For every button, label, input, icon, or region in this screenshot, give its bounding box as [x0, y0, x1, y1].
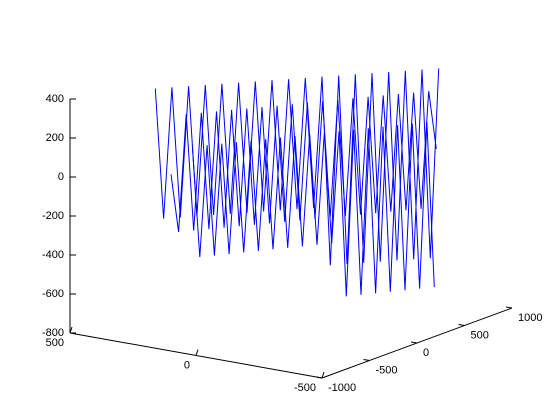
- curve: [154, 68, 440, 266]
- x-tick-label: -500: [294, 382, 316, 394]
- z-tick-label: 400: [46, 93, 64, 105]
- x-tick-label: 0: [184, 359, 190, 371]
- x-tick: [195, 349, 199, 356]
- z-tick-label: -200: [42, 210, 64, 222]
- x-tick-label: 500: [46, 337, 64, 349]
- y-tick: [410, 341, 418, 344]
- y-tick: [363, 359, 370, 361]
- curve: [191, 122, 435, 297]
- y-tick-label: 500: [471, 329, 489, 341]
- y-tick: [505, 306, 513, 309]
- curve: [170, 91, 437, 233]
- y-tick-label: -500: [376, 364, 398, 376]
- y-tick-label: 1000: [518, 312, 542, 324]
- y-tick-label: 0: [423, 347, 429, 359]
- y-tick: [458, 324, 465, 326]
- y-tick-label: -1000: [328, 382, 356, 394]
- y-tick: [315, 376, 323, 379]
- x-tick: [69, 326, 73, 334]
- z-tick-label: -600: [42, 288, 64, 300]
- z-tick-label: -400: [42, 249, 64, 261]
- x-tick: [321, 371, 325, 379]
- z-tick-label: 0: [58, 171, 64, 183]
- z-tick-label: 200: [46, 132, 64, 144]
- z-tick-label: -800: [42, 327, 64, 339]
